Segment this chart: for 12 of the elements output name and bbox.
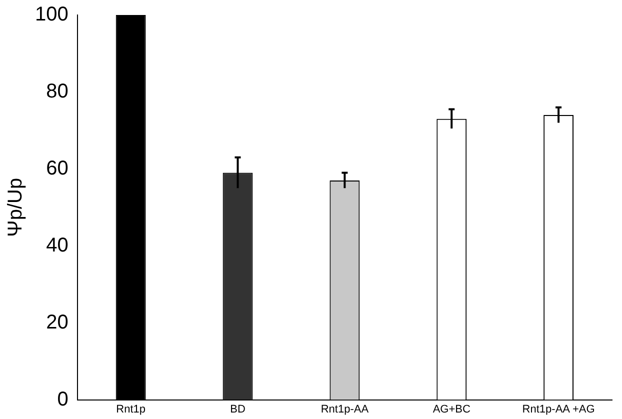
y-axis-title: Ψp/Up [4, 178, 27, 237]
x-tick-label: Rnt1p-AA +AG [522, 403, 595, 416]
y-tick-label: 20 [46, 311, 68, 334]
y-tick-label: 80 [46, 80, 68, 102]
y-tick-label: 60 [46, 157, 68, 180]
x-tick-label: Rnt1p [116, 403, 146, 416]
x-tick-label: BD [230, 403, 246, 416]
x-tick-label: Rnt1p-AA [320, 403, 370, 416]
y-tick-label: 100 [34, 4, 68, 26]
x-tick-label: AG+BC [432, 403, 470, 416]
y-tick-label: 40 [46, 234, 68, 256]
y-tick-label: 0 [57, 388, 68, 410]
